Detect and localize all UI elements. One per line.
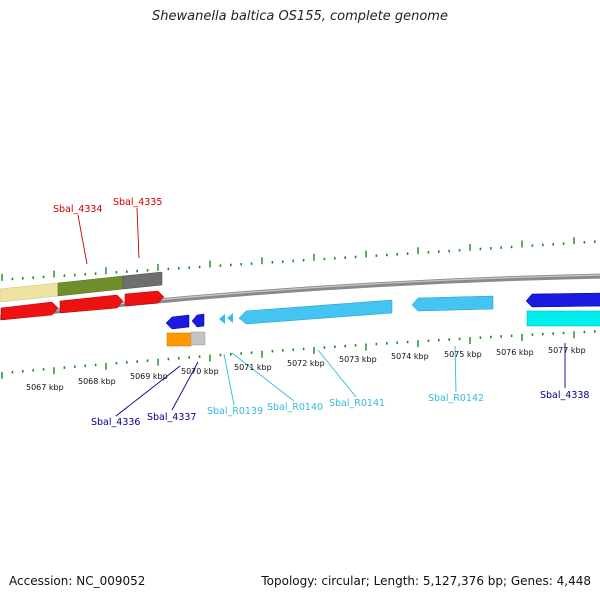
gene-sbal-4334-arrow[interactable] [0,301,59,321]
gene-label-sbal-r0139[interactable]: Sbal_R0139 [207,406,263,417]
scale-label: 5070 kbp [181,367,219,376]
gene-label-sbal-4335[interactable]: Sbal_4335 [113,197,162,208]
leader-sbal-r0141 [317,349,357,398]
scale-labels: 5067 kbp 5068 kbp 5069 kbp 5070 kbp 5071… [26,346,586,392]
gene-label-sbal-r0140[interactable]: Sbal_R0140 [267,402,323,413]
gene-feature-grey[interactable] [122,271,163,290]
scale-label: 5074 kbp [391,352,429,361]
scale-label: 5067 kbp [26,383,64,392]
scale-label: 5069 kbp [130,372,168,381]
gene-sbal-4337-arrow[interactable] [191,313,205,328]
map-title: Shewanella baltica OS155, complete genom… [152,9,448,24]
feature-row-inner [165,292,600,347]
gene-sbal-4335b-arrow[interactable] [124,290,165,307]
gene-sbal-4335-arrow[interactable] [59,294,124,314]
gene-label-sbal-4334[interactable]: Sbal_4334 [53,204,102,215]
gene-labels: Sbal_4334 Sbal_4335 Sbal_4336 Sbal_4337 … [53,197,589,428]
genome-summary-text: Topology: circular; Length: 5,127,376 bp… [261,574,591,588]
leader-sbal-4336 [115,365,181,417]
leader-sbal-4337 [171,361,199,411]
scale-label: 5072 kbp [287,359,325,368]
scale-label: 5071 kbp [234,363,272,372]
gene-feature-olive[interactable] [57,275,124,297]
gene-label-sbal-4336[interactable]: Sbal_4336 [91,417,140,428]
outer-tick-ring [1,237,596,281]
leader-sbal-r0140 [231,352,295,402]
gene-label-sbal-4338[interactable]: Sbal_4338 [540,390,589,401]
gene-feature-cyan[interactable] [526,310,600,327]
gene-sbal-4336-arrow[interactable] [165,314,190,330]
scale-label: 5076 kbp [496,348,534,357]
scale-label: 5068 kbp [78,377,116,386]
gene-feature-orange[interactable] [166,332,192,347]
leader-sbal-r0139 [223,353,235,406]
gene-label-sbal-r0142[interactable]: Sbal_R0142 [428,393,484,404]
accession-text: Accession: NC_009052 [9,574,146,588]
inner-tick-ring [1,330,596,379]
rna-sbal-r0142-arrow[interactable] [411,295,494,312]
rna-sbal-r0141-arrow[interactable] [238,299,393,325]
scale-label: 5077 kbp [548,346,586,355]
feature-row-red [0,290,165,321]
gene-feature-lightgrey[interactable] [190,331,206,346]
gene-label-sbal-r0141[interactable]: Sbal_R0141 [329,398,385,409]
scale-label: 5073 kbp [339,355,377,364]
rna-sbal-r0140-arrow[interactable] [227,313,233,323]
leader-sbal-4335 [136,207,140,259]
scale-label: 5075 kbp [444,350,482,359]
rna-sbal-r0139-arrow[interactable] [219,314,225,324]
feature-row-outer [0,271,163,303]
gene-label-sbal-4337[interactable]: Sbal_4337 [147,412,196,423]
leader-sbal-r0142 [454,345,457,393]
leader-lines [77,207,566,417]
leader-sbal-4334 [77,214,88,265]
gene-feature-beige[interactable] [0,282,59,303]
gene-sbal-4338-arrow[interactable] [525,292,600,308]
